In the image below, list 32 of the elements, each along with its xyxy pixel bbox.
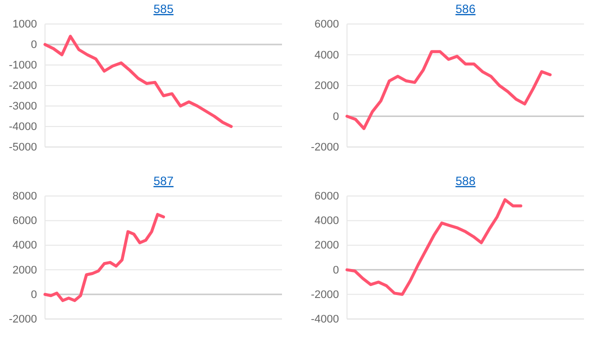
y-tick-label: -2000: [310, 142, 339, 154]
y-tick-label: 0: [30, 39, 37, 52]
chart-title: 588: [455, 174, 476, 188]
y-tick-label: 6000: [12, 215, 37, 228]
y-tick-label: 0: [332, 110, 339, 123]
y-tick-label: 0: [30, 288, 37, 301]
y-tick-label: 2000: [12, 264, 37, 276]
y-tick-label: 6000: [314, 18, 339, 31]
y-tick-label: 0: [332, 264, 339, 276]
y-tick-label: -4000: [8, 121, 37, 134]
y-tick-label: 2000: [314, 80, 339, 92]
y-tick-label: 1000: [12, 18, 37, 31]
y-tick-label: -2000: [8, 314, 37, 326]
chart-title: 587: [153, 174, 174, 188]
y-tick-label: -3000: [8, 100, 37, 113]
y-tick-label: -1000: [8, 60, 37, 72]
chart-title: 585: [153, 2, 174, 16]
line-series: [346, 50, 552, 130]
line-series: [346, 198, 522, 296]
y-tick-label: -2000: [310, 288, 339, 301]
y-tick-label: -5000: [8, 142, 37, 154]
chart-title: 586: [455, 2, 476, 16]
y-tick-label: 2000: [314, 240, 339, 252]
y-tick-label: -2000: [8, 80, 37, 92]
y-tick-label: 4000: [314, 49, 339, 62]
y-tick-label: 4000: [12, 240, 37, 252]
y-tick-label: 6000: [314, 190, 339, 203]
y-tick-label: -4000: [310, 314, 339, 326]
line-series: [44, 212, 165, 302]
line-series: [44, 34, 233, 128]
y-tick-label: 8000: [12, 190, 37, 203]
y-tick-label: 4000: [314, 215, 339, 228]
